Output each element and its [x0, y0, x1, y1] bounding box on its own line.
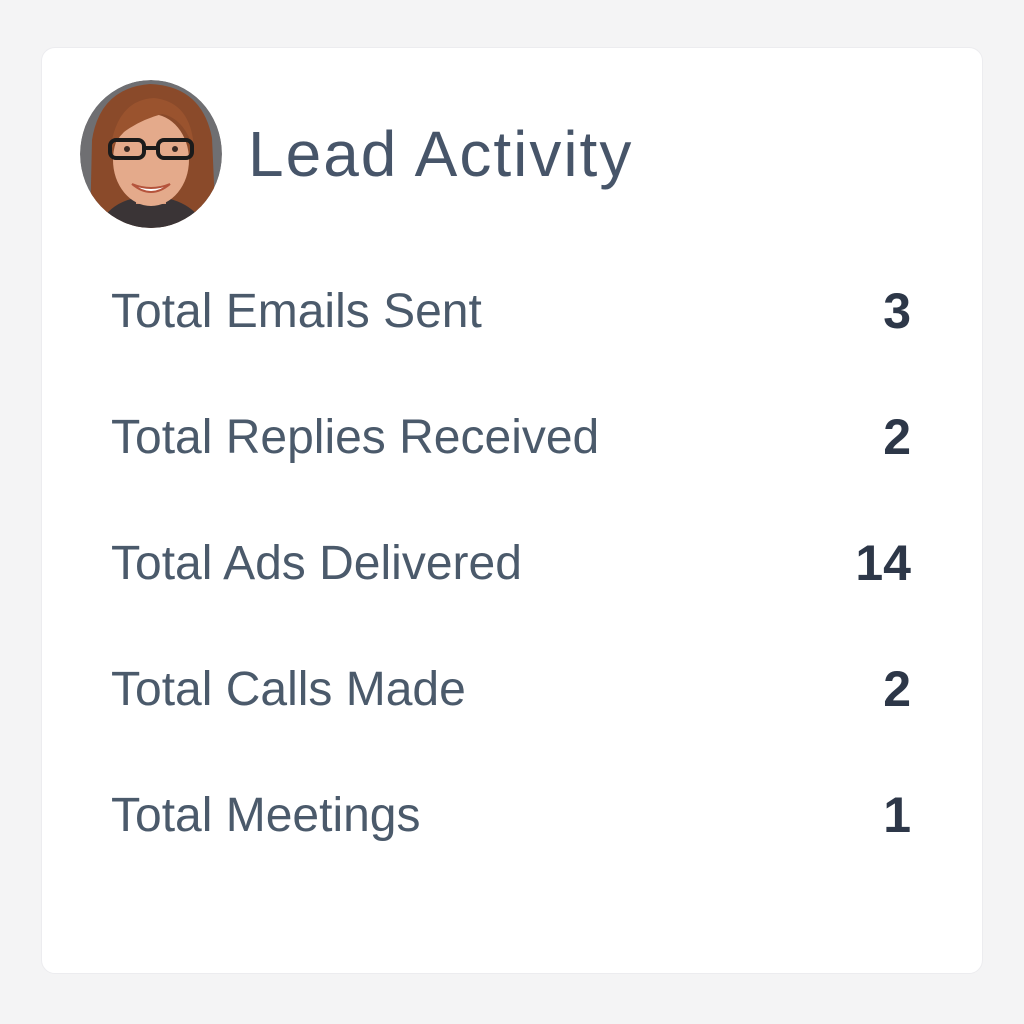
stats-list: Total Emails Sent 3 Total Replies Receiv…: [111, 248, 911, 878]
avatar[interactable]: [80, 80, 222, 228]
stat-label: Total Replies Received: [111, 410, 600, 464]
card-title: Lead Activity: [248, 118, 634, 190]
stat-row-replies-received: Total Replies Received 2: [111, 374, 911, 500]
stat-value: 14: [855, 535, 911, 591]
stat-value: 2: [883, 409, 911, 465]
stat-label: Total Calls Made: [111, 662, 466, 716]
card-header: Lead Activity: [80, 80, 633, 228]
stat-value: 2: [883, 661, 911, 717]
stat-label: Total Ads Delivered: [111, 536, 522, 590]
stat-value: 1: [883, 787, 911, 843]
lead-activity-card: Lead Activity Total Emails Sent 3 Total …: [41, 47, 983, 974]
stat-row-calls-made: Total Calls Made 2: [111, 626, 911, 752]
stat-label: Total Emails Sent: [111, 284, 482, 338]
stat-label: Total Meetings: [111, 788, 421, 842]
stat-row-meetings: Total Meetings 1: [111, 752, 911, 878]
stat-row-ads-delivered: Total Ads Delivered 14: [111, 500, 911, 626]
stat-value: 3: [883, 283, 911, 339]
stat-row-emails-sent: Total Emails Sent 3: [111, 248, 911, 374]
